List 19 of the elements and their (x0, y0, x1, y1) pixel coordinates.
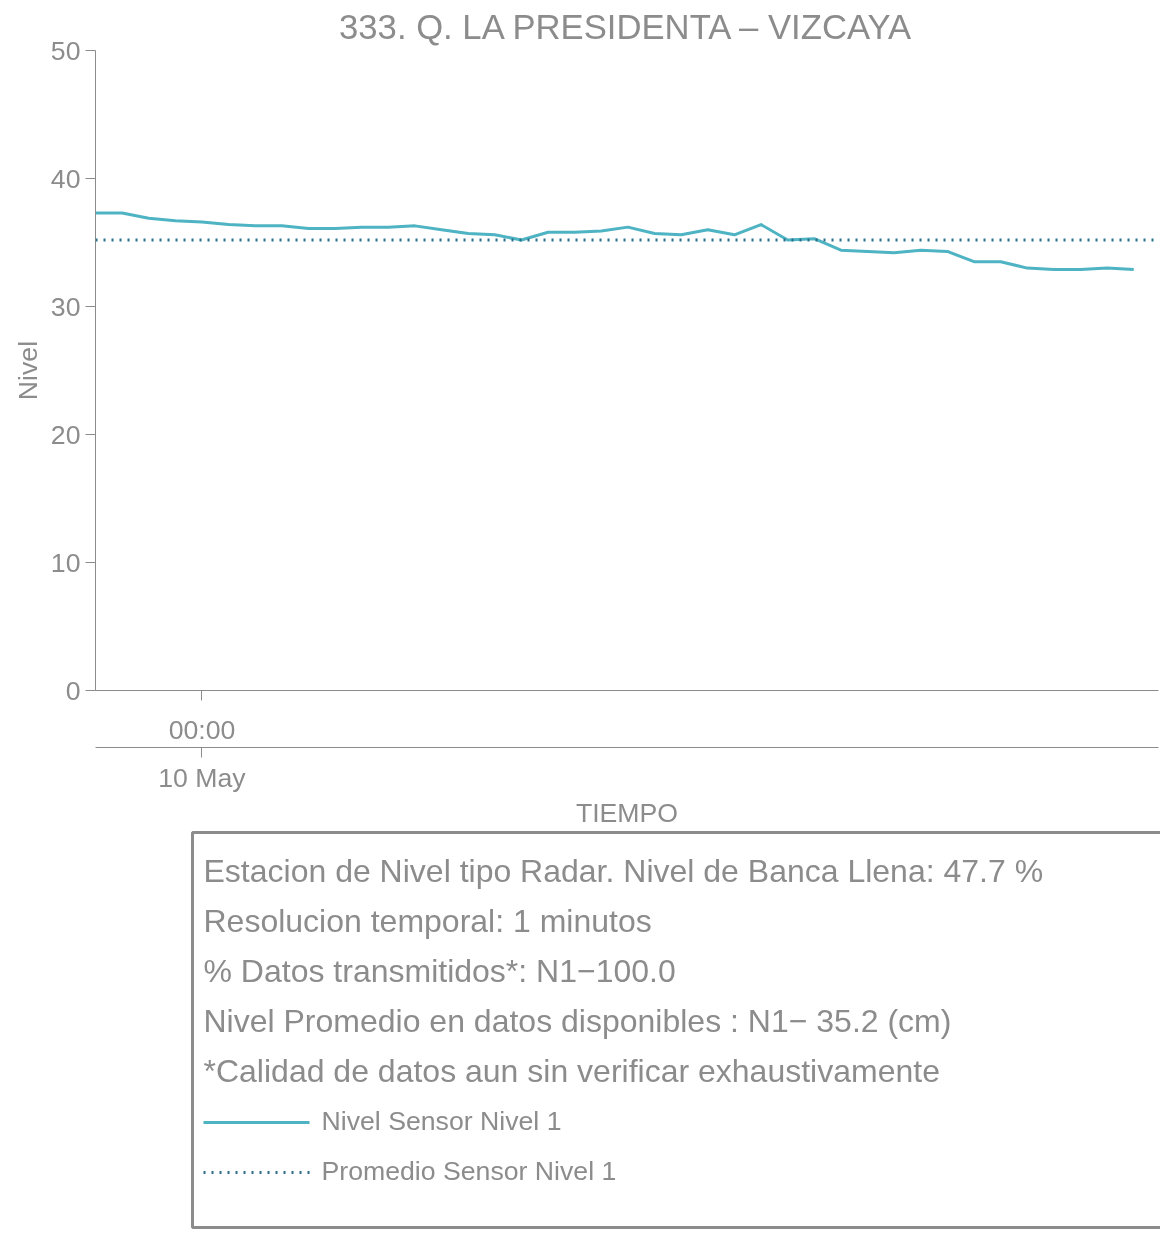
legend-label: Nivel Sensor Nivel 1 (321, 1105, 562, 1136)
text: Estacion de Nivel tipo Radar. Nivel de Banca Llena: 47.7 % (203, 852, 1044, 889)
text: 10 May (158, 762, 247, 793)
y-tick-label: 50 (50, 35, 81, 66)
x-tick-label: 00:00 (168, 714, 236, 745)
y-tick-label: 20 (50, 419, 81, 450)
legend-label: Promedio Sensor Nivel 1 (321, 1155, 617, 1186)
x-axis-title: TIEMPO (575, 797, 679, 828)
y-tick-label: 0 (65, 675, 81, 706)
text: Nivel Promedio en datos disponibles : N1− 35.2 (cm) (203, 1002, 952, 1039)
y-tick-label: 40 (50, 163, 81, 194)
text: *Calidad de datos aun sin verificar exhaustivamente (203, 1052, 940, 1089)
y-axis-title: Nivel (12, 340, 43, 401)
y-tick-label: 30 (50, 291, 81, 322)
y-tick-label: 10 (50, 547, 81, 578)
line-series (95, 211, 1136, 271)
text: % Datos transmitidos*: N1−100.0 (203, 952, 676, 989)
chart-title: 333. Q. LA PRESIDENTA – VIZCAYA (339, 7, 912, 46)
text: Resolucion temporal: 1 minutos (203, 902, 652, 939)
